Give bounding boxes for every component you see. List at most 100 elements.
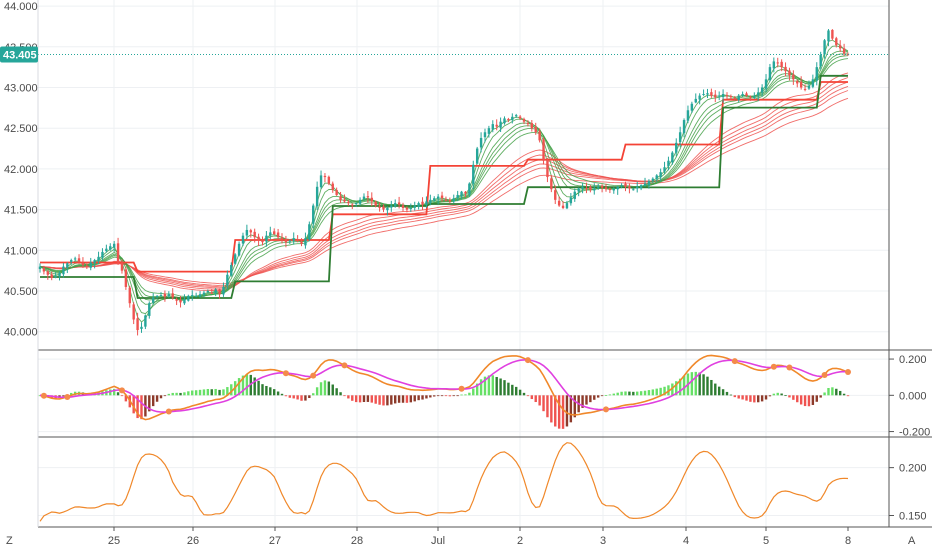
candle-body xyxy=(206,291,210,293)
candle xyxy=(764,74,768,93)
histogram-bar xyxy=(468,392,471,396)
candle xyxy=(663,161,666,174)
histogram-bar xyxy=(507,382,510,396)
candle-body xyxy=(214,289,217,293)
lower-pane[interactable] xyxy=(39,442,849,522)
histogram-bar xyxy=(140,395,143,420)
candle xyxy=(585,182,588,194)
candle xyxy=(202,290,206,297)
candle-body xyxy=(511,116,514,121)
candle-body xyxy=(179,300,182,303)
candle xyxy=(796,79,799,88)
candle xyxy=(351,203,354,210)
histogram-bar xyxy=(171,392,174,396)
oscillator-pane[interactable] xyxy=(38,354,851,429)
candle xyxy=(616,185,619,195)
candle xyxy=(308,221,311,242)
auto-scale-button[interactable]: A xyxy=(908,535,916,547)
candle xyxy=(682,118,686,138)
histogram-bar xyxy=(429,395,432,398)
candle-body xyxy=(749,96,752,98)
candle xyxy=(339,191,342,203)
candle xyxy=(42,265,46,275)
oscillator-axis-ticks[interactable]: 0.200 0.000 -0.200 xyxy=(889,354,930,439)
candle-body xyxy=(557,200,561,206)
candle xyxy=(842,43,846,56)
crossover-marker xyxy=(40,392,47,399)
candle xyxy=(819,51,822,70)
candle-body xyxy=(335,190,338,195)
candle xyxy=(757,87,760,101)
histogram-bar xyxy=(124,395,128,402)
candle-body xyxy=(456,194,459,198)
histogram-bar xyxy=(194,390,198,396)
candle xyxy=(503,116,506,125)
candle-body xyxy=(319,175,323,188)
histogram-bar xyxy=(499,378,502,396)
candle-body xyxy=(515,115,518,117)
price-pane[interactable] xyxy=(38,29,889,336)
time-tick-label: 2 xyxy=(517,535,523,547)
candle-body xyxy=(472,164,475,184)
candle xyxy=(792,70,795,85)
lower-axis-ticks[interactable]: 0.200 0.150 xyxy=(889,463,927,523)
histogram-bar xyxy=(530,395,534,400)
candle xyxy=(163,290,167,302)
candle xyxy=(749,95,752,101)
candle-body xyxy=(327,176,331,184)
candle xyxy=(550,175,553,193)
candle xyxy=(741,91,744,97)
candle-body xyxy=(636,186,639,189)
candle-body xyxy=(651,178,655,181)
candle xyxy=(714,90,717,103)
candle xyxy=(105,244,108,253)
candle-body xyxy=(772,61,776,69)
candle-body xyxy=(198,294,202,297)
histogram-bar xyxy=(300,395,303,401)
candle-body xyxy=(671,152,674,163)
candle xyxy=(838,40,842,52)
histogram-bar xyxy=(776,392,779,396)
histogram-bar xyxy=(772,393,776,396)
candle xyxy=(561,201,565,210)
candle xyxy=(573,188,576,202)
time-axis-ticks[interactable]: 25 26 27 28 Jul 2 3 4 5 8 xyxy=(108,527,851,547)
candle-body xyxy=(304,238,307,246)
candle xyxy=(475,146,479,165)
candle-body xyxy=(667,160,670,167)
time-tick-label: 5 xyxy=(763,535,769,547)
candle-body xyxy=(589,187,592,191)
crossover-marker xyxy=(602,406,609,413)
candle-body xyxy=(171,293,174,298)
candle xyxy=(636,181,639,193)
candle-body xyxy=(112,243,116,248)
candle-body xyxy=(276,232,280,238)
candle-body xyxy=(682,120,686,134)
candle xyxy=(112,240,116,252)
histogram-bar xyxy=(764,395,768,400)
zoom-toggle-button[interactable]: Z xyxy=(6,535,13,547)
fast-ma-line xyxy=(39,58,849,297)
candle xyxy=(233,253,237,265)
histogram-bar xyxy=(440,395,444,397)
candle xyxy=(448,197,452,204)
candle xyxy=(140,322,143,333)
histogram-bar xyxy=(745,395,748,401)
histogram-bar xyxy=(366,395,370,402)
histogram-bar xyxy=(312,393,315,396)
crossover-marker xyxy=(786,364,793,371)
candle-body xyxy=(596,186,600,188)
candle xyxy=(167,291,171,298)
histogram-bar xyxy=(206,389,210,396)
last-price-label: 43.405 xyxy=(3,50,37,62)
slow-ma-line xyxy=(39,85,849,288)
histogram-bar xyxy=(288,395,292,398)
candle xyxy=(354,202,358,208)
histogram-bar xyxy=(475,383,479,396)
price-tick-label: 40.500 xyxy=(4,286,38,298)
candle-body xyxy=(292,238,295,241)
histogram-bar xyxy=(542,395,545,412)
crossover-marker xyxy=(770,363,777,370)
candle-body xyxy=(93,260,96,264)
